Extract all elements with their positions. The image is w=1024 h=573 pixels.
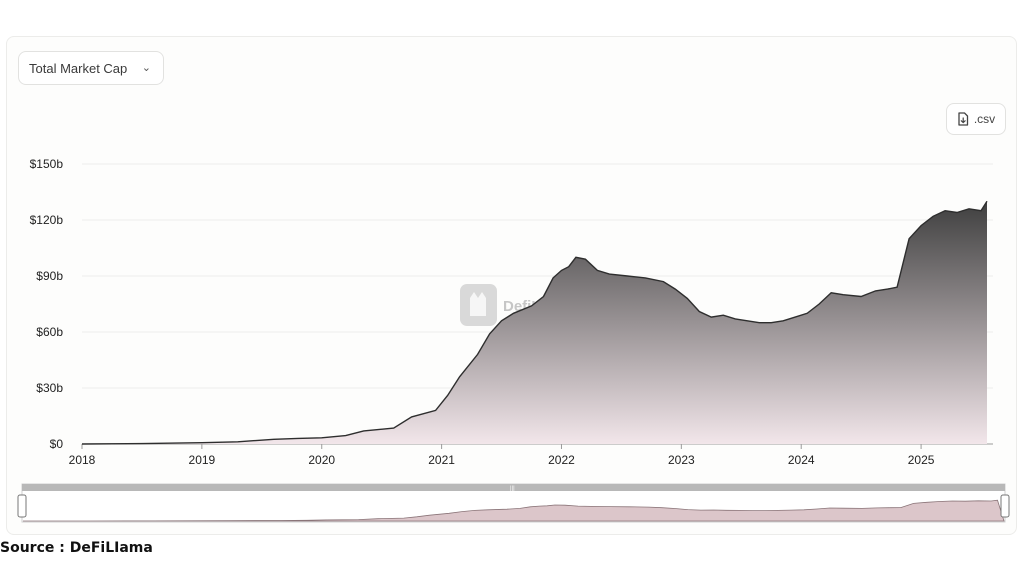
download-csv-label: .csv bbox=[973, 112, 996, 126]
source-caption: Source : DeFiLIama bbox=[0, 540, 153, 556]
chart-card bbox=[6, 36, 1017, 535]
metric-select[interactable]: Total Market Cap ⌄ bbox=[18, 51, 164, 85]
metric-select-label: Total Market Cap bbox=[29, 60, 128, 76]
file-download-icon bbox=[958, 112, 968, 126]
chevron-down-icon: ⌄ bbox=[141, 62, 151, 74]
download-csv-button[interactable]: .csv bbox=[946, 103, 1006, 135]
